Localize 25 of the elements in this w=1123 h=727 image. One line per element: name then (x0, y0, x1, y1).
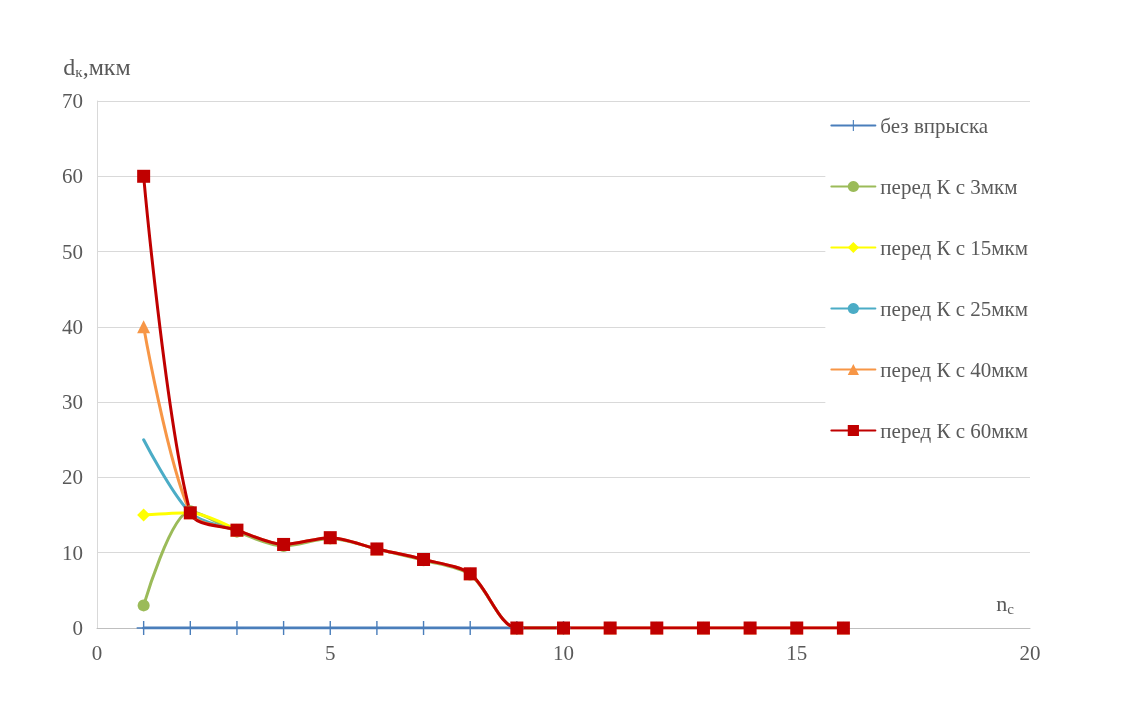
y-tick-label: 70 (62, 89, 83, 113)
x-tick-label: 15 (786, 640, 808, 665)
y-tick-label: 40 (62, 314, 83, 339)
y-tick-label: 20 (62, 465, 83, 490)
y-tick-label: 0 (72, 616, 83, 640)
point (137, 320, 151, 334)
point (137, 169, 151, 183)
y-tick-label: 50 (62, 239, 83, 264)
y-axis-title: dк,мкм (63, 53, 131, 80)
x-tick-label: 5 (325, 640, 336, 665)
legend-label: перед К с 3мкм (880, 174, 1018, 199)
y-tick-label: 30 (62, 390, 83, 415)
legend-label: без впрыска (880, 113, 989, 138)
y-tick-label: 60 (62, 164, 83, 189)
x-tick-label: 0 (91, 640, 103, 665)
x-axis-title: nc (996, 591, 1015, 617)
x-tick-label: 20 (1019, 640, 1041, 665)
legend-label: перед К с 25мкм (880, 296, 1029, 321)
legend-label: перед К с 15мкм (880, 235, 1029, 260)
legend-label: перед К с 60мкм (880, 418, 1029, 443)
point (137, 599, 150, 612)
x-tick-label: 10 (553, 640, 574, 665)
y-tick-label: 10 (62, 540, 83, 565)
legend-label: перед К с 40мкм (880, 357, 1029, 382)
point (137, 508, 151, 522)
